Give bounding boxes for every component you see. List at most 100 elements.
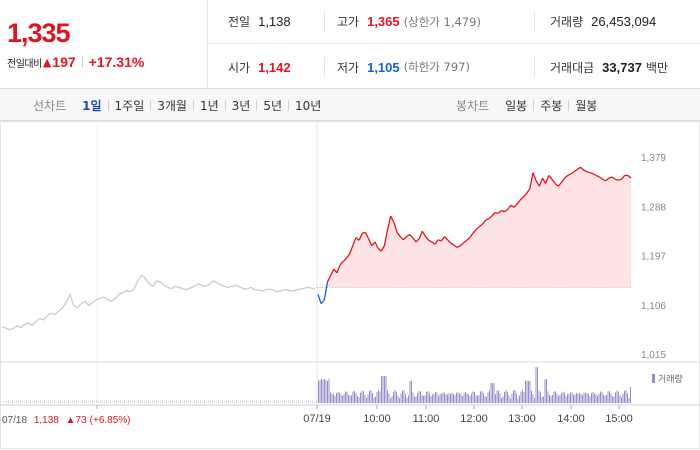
volume-bar	[44, 400, 45, 403]
volume-bar	[114, 400, 115, 403]
volume-bar	[400, 393, 402, 403]
volume-bar	[373, 397, 375, 403]
volume-bar	[200, 400, 201, 403]
volume-bar	[28, 401, 29, 403]
volume-bar	[72, 400, 73, 403]
period-5y[interactable]: 5년	[263, 98, 283, 113]
period-1d[interactable]: 1일	[82, 98, 102, 113]
volume-bar	[144, 400, 145, 403]
candle-daily[interactable]: 일봉	[505, 98, 528, 113]
candle-weekly[interactable]: 주봉	[540, 98, 563, 113]
volume-bar	[409, 381, 411, 403]
volume-bar	[439, 394, 441, 403]
today-price-segment	[608, 176, 613, 179]
volume-bar	[234, 401, 235, 403]
volume-bar	[435, 391, 436, 403]
volume-bar	[60, 400, 61, 403]
trade-amount-label: 거래대금	[550, 60, 595, 75]
candle-monthly[interactable]: 월봉	[575, 98, 598, 113]
today-price-segment	[529, 172, 534, 190]
volume-bar	[414, 396, 415, 403]
volume-bar	[553, 391, 555, 403]
volume-bar	[198, 400, 199, 403]
volume-bar	[357, 396, 358, 403]
volume-bar	[613, 396, 615, 403]
period-1y[interactable]: 1년	[199, 98, 219, 113]
period-3y[interactable]: 3년	[231, 98, 251, 113]
volume-bar	[250, 400, 251, 403]
volume-bar	[202, 401, 203, 403]
volume-bar	[570, 392, 571, 403]
today-price-segment	[333, 268, 338, 274]
volume-bar	[586, 393, 588, 403]
period-1w[interactable]: 1주일	[114, 98, 145, 113]
volume-bar	[546, 379, 547, 403]
volume-bar	[528, 381, 529, 403]
volume-bar	[342, 395, 343, 403]
volume-bar	[483, 393, 484, 403]
volume-bar	[615, 392, 616, 403]
volume-bar	[448, 392, 450, 403]
volume-bar	[496, 390, 498, 403]
volume-bar	[290, 401, 291, 403]
trade-amount-value: 33,737	[602, 59, 642, 75]
volume-bar	[507, 391, 508, 403]
period-3m[interactable]: 3개월	[157, 98, 187, 113]
today-price-segment	[386, 215, 392, 230]
volume-bar	[160, 401, 161, 403]
volume-bar	[550, 395, 552, 403]
volume-bar	[349, 395, 351, 403]
price-chart[interactable]: 1,379 1,288 1,197 1,106 1,015 거래량 07/19 10:00 11…	[0, 121, 700, 450]
volume-bar	[427, 391, 429, 403]
volume-bar	[128, 400, 129, 403]
today-price-segment	[599, 176, 603, 180]
today-price-segment	[390, 215, 395, 223]
today-price-segment	[412, 237, 417, 243]
today-price-segment	[589, 172, 594, 175]
volume-bar	[86, 400, 87, 403]
volume-bar	[498, 390, 499, 403]
volume-bar	[339, 393, 340, 403]
volume-bar	[367, 394, 369, 403]
volume-bar	[334, 396, 336, 403]
volume-bar	[102, 400, 103, 403]
today-price-segment	[393, 222, 398, 233]
volume-bar	[468, 394, 469, 403]
volume-bar	[242, 400, 243, 403]
volume-bar	[176, 400, 177, 403]
today-price-segment	[415, 238, 420, 243]
volume-bar	[391, 395, 393, 403]
trade-amount-cell: 거래대금 33,737 백만	[550, 59, 668, 76]
volume-bar	[621, 397, 622, 403]
volume-bar	[226, 400, 227, 403]
volume-bar	[415, 396, 417, 403]
volume-bar	[601, 392, 603, 403]
today-price-segment	[443, 236, 449, 241]
volume-bar	[328, 378, 330, 403]
volume-bar	[547, 391, 549, 403]
info-row-2: 시가 1,142 저가 1,105 (하한가 797) 거래대금 33,737 …	[208, 45, 700, 89]
volume-bar	[62, 400, 63, 403]
volume-bar	[112, 401, 113, 403]
candle-chart-title: 봉차트	[456, 98, 490, 113]
volume-bar	[210, 401, 211, 403]
volume-bar	[154, 401, 155, 403]
period-10y[interactable]: 10년	[295, 98, 322, 113]
volume-bar	[240, 400, 241, 403]
volume-bar	[18, 401, 19, 403]
volume-bar	[499, 393, 501, 403]
volume-bar	[486, 397, 487, 403]
volume-bar	[552, 395, 553, 403]
volume-bar	[325, 380, 327, 403]
volume-bar	[625, 390, 627, 403]
volume-bar	[230, 401, 231, 403]
volume-bar	[178, 401, 179, 403]
volume-bar	[333, 394, 334, 403]
volume-bar	[591, 392, 592, 403]
volume-bar	[294, 400, 295, 403]
volume-bar	[327, 381, 328, 403]
volume-bar	[90, 400, 91, 403]
volume-bar	[484, 396, 486, 403]
volume-bar	[423, 395, 424, 403]
volume-bar	[4, 401, 5, 403]
